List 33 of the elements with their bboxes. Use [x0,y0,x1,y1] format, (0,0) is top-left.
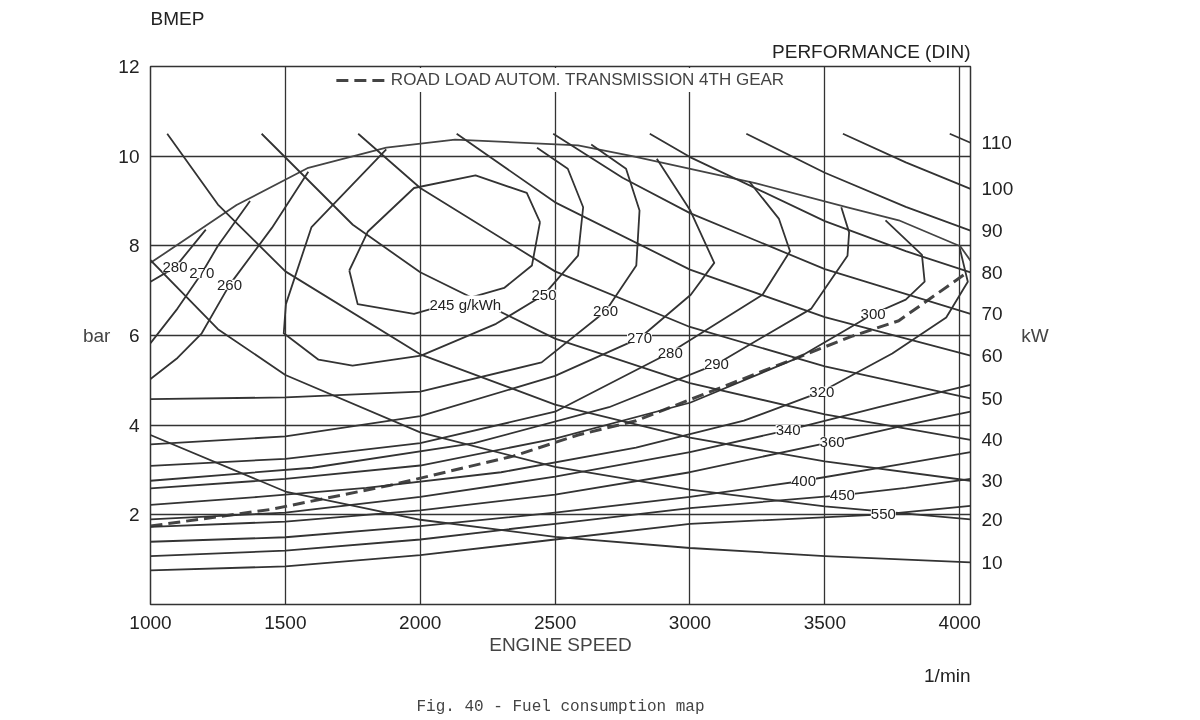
x-tick-label: 2000 [399,611,442,633]
series-label: 30 [981,470,1003,492]
text: 1/min [924,664,971,686]
y-axis-title: BMEP [150,7,205,29]
y-tick-label: 6 [128,325,140,346]
text: kW [1021,325,1049,346]
series-label: 80 [981,261,1003,283]
y-tick-label: 8 [128,235,140,257]
legend-label: ROAD LOAD AUTOM. TRANSMISSION 4TH GEAR [390,70,785,90]
series-label: 20 [981,508,1003,530]
series-label: 70 [981,303,1003,325]
x-tick-label: 1000 [129,611,172,633]
series-label: 10 [981,551,1003,573]
y-tick-label: 4 [128,414,140,436]
x-axis-title: ENGINE SPEED [489,633,632,655]
series-label: 100 [981,178,1014,200]
text: bar [82,325,112,346]
y-tick-label: 10 [118,145,140,167]
caption: Fig. 40 - Fuel consumption map [416,697,705,716]
y2-axis-title: PERFORMANCE (DIN) [772,40,971,62]
series-label: 40 [981,429,1003,451]
series-label: 60 [981,345,1003,367]
annotation: 245 g/kWh [429,295,502,313]
series-label: 90 [981,220,1003,242]
x-tick-label: 3500 [803,611,846,633]
x-tick-label: 1500 [264,611,307,633]
y-tick-label: 2 [128,504,140,526]
x-tick-label: 3000 [668,611,712,633]
x-tick-label: 4000 [938,611,981,633]
y-tick-label: 12 [118,56,140,77]
series-label: 110 [981,132,1012,154]
series-label: 50 [981,387,1003,409]
x-tick-label: 2500 [533,611,577,633]
